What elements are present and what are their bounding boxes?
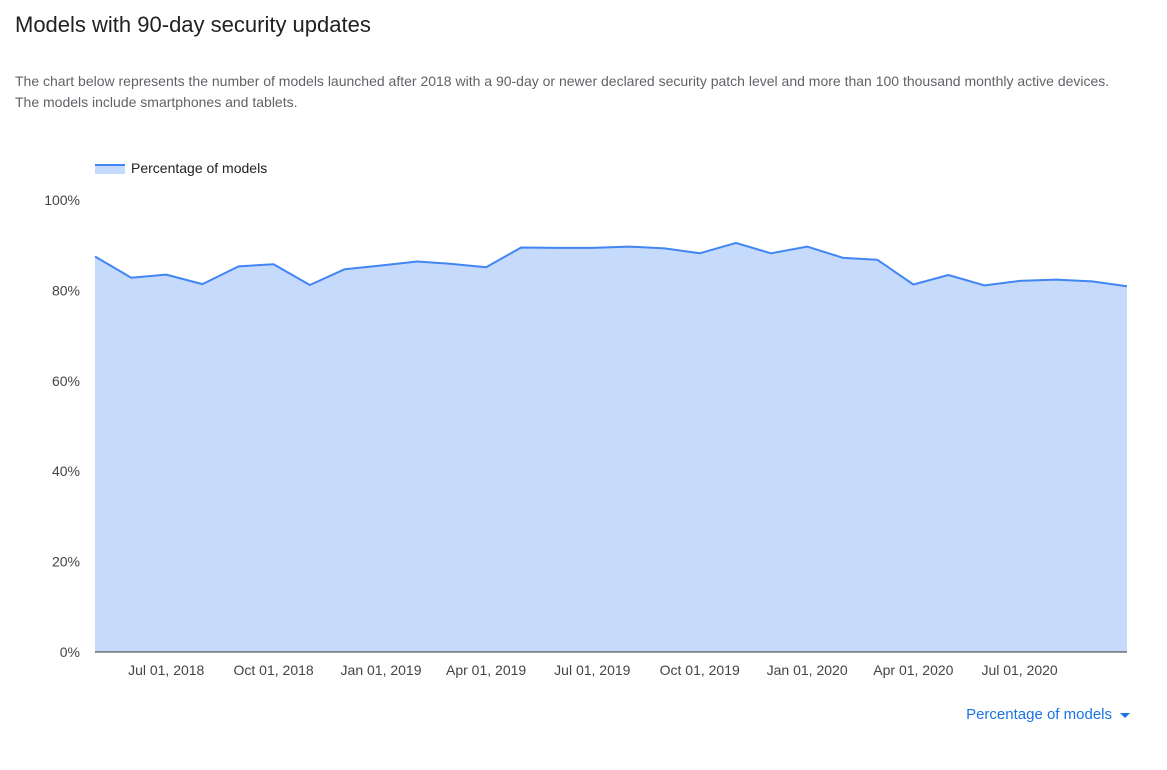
data-point[interactable] — [586, 242, 598, 254]
x-axis: Jul 01, 2018 Oct 01, 2018 Jan 01, 2019 Apr … — [128, 662, 1058, 678]
data-point[interactable] — [942, 269, 954, 281]
data-point[interactable] — [1014, 275, 1026, 287]
metric-dropdown[interactable]: Percentage of models — [966, 706, 1130, 723]
series-line — [94, 241, 1128, 288]
data-point[interactable] — [89, 251, 101, 263]
y-axis: 100% 80% 60% 40% 20% 0% — [44, 192, 80, 660]
data-point[interactable] — [480, 261, 492, 273]
legend-swatch — [95, 164, 125, 174]
data-point[interactable] — [1086, 275, 1098, 287]
x-tick-label: Oct 01, 2019 — [660, 662, 740, 678]
x-tick-label: Apr 01, 2020 — [873, 662, 953, 678]
data-point[interactable] — [444, 258, 456, 270]
data-point[interactable] — [196, 278, 208, 290]
x-tick-label: Jul 01, 2020 — [981, 662, 1057, 678]
metric-dropdown-label: Percentage of models — [966, 706, 1112, 723]
series-area — [95, 242, 1127, 652]
page-title: Models with 90-day security updates — [15, 12, 371, 37]
chart-legend[interactable]: Percentage of models — [95, 160, 267, 176]
x-tick-label: Oct 01, 2018 — [234, 662, 314, 678]
x-tick-label: Jan 01, 2020 — [767, 662, 848, 678]
data-point[interactable] — [837, 252, 849, 264]
y-tick-label: 0% — [60, 644, 80, 660]
y-tick-label: 80% — [52, 282, 80, 298]
data-point[interactable] — [765, 247, 777, 259]
legend-label: Percentage of models — [131, 160, 267, 176]
y-tick-label: 20% — [52, 554, 80, 570]
data-point[interactable] — [304, 279, 316, 291]
data-point[interactable] — [907, 279, 919, 291]
x-tick-label: Jul 01, 2019 — [554, 662, 630, 678]
data-point[interactable] — [375, 260, 387, 272]
data-point[interactable] — [871, 254, 883, 266]
y-tick-label: 100% — [44, 192, 80, 208]
caret-down-icon — [1120, 713, 1130, 718]
y-tick-label: 60% — [52, 373, 80, 389]
x-tick-label: Jan 01, 2019 — [341, 662, 422, 678]
data-point[interactable] — [659, 242, 671, 254]
data-point[interactable] — [411, 256, 423, 268]
data-point[interactable] — [979, 279, 991, 291]
x-tick-label: Jul 01, 2018 — [128, 662, 204, 678]
x-tick-label: Apr 01, 2019 — [446, 662, 526, 678]
data-point[interactable] — [1050, 274, 1062, 286]
page-description: The chart below represents the number of… — [15, 73, 1110, 110]
data-point[interactable] — [623, 241, 635, 253]
data-point[interactable] — [1121, 280, 1133, 292]
data-point[interactable] — [515, 242, 527, 254]
data-point[interactable] — [694, 247, 706, 259]
data-point[interactable] — [730, 237, 742, 249]
data-point[interactable] — [160, 269, 172, 281]
data-point[interactable] — [233, 260, 245, 272]
data-point[interactable] — [801, 241, 813, 253]
data-point[interactable] — [339, 263, 351, 275]
data-point[interactable] — [125, 272, 137, 284]
y-tick-label: 40% — [52, 463, 80, 479]
data-point[interactable] — [551, 242, 563, 254]
data-point[interactable] — [268, 258, 280, 270]
